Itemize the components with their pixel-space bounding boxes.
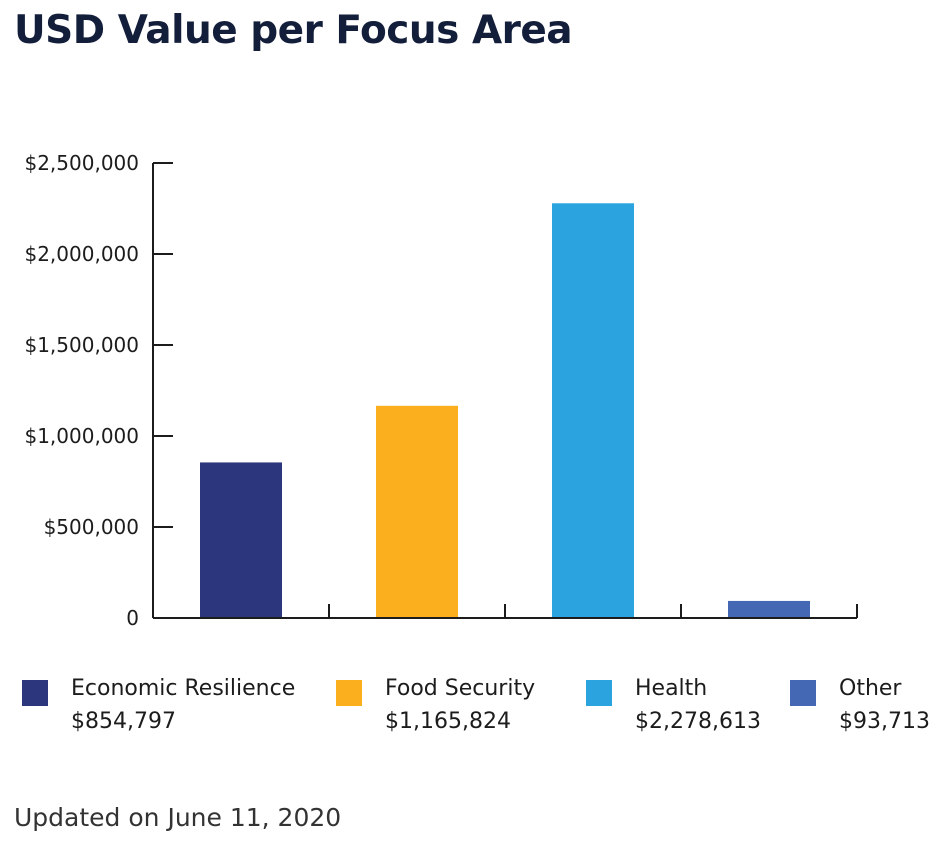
chart-title: USD Value per Focus Area [14, 8, 573, 53]
y-tick-label: $1,000,000 [24, 424, 139, 448]
y-tick-label: 0 [126, 606, 139, 630]
legend-value: $2,278,613 [635, 709, 761, 734]
legend-label: Health [635, 676, 708, 701]
legend-swatch-health [586, 680, 612, 706]
y-tick-label: $1,500,000 [24, 333, 139, 357]
legend-swatch-other [790, 680, 816, 706]
bar-food-security [376, 405, 458, 618]
legend-label: Other [839, 676, 902, 701]
y-tick-label: $500,000 [44, 515, 139, 539]
legend-swatch-economic-resilience [22, 680, 48, 706]
y-tick-label: $2,000,000 [24, 242, 139, 266]
y-axis: 0 $500,000 $1,000,000 $1,500,000 $2,000,000 $… [24, 151, 173, 630]
bars [200, 203, 810, 619]
bar-economic-resilience [200, 462, 282, 618]
updated-date-note: Updated on June 11, 2020 [14, 803, 342, 832]
y-tick-label: $2,500,000 [24, 151, 139, 175]
x-axis [153, 604, 858, 619]
bar-health [552, 203, 634, 619]
legend-swatch-food-security [336, 680, 362, 706]
legend-label: Economic Resilience [71, 676, 296, 701]
legend-value: $854,797 [71, 709, 176, 734]
bar-chart: 0 $500,000 $1,000,000 $1,500,000 $2,000,000 $… [24, 151, 858, 630]
legend-label: Food Security [385, 676, 536, 701]
bar-other [728, 600, 810, 618]
legend-value: $1,165,824 [385, 709, 511, 734]
legend-value: $93,713 [839, 709, 930, 734]
